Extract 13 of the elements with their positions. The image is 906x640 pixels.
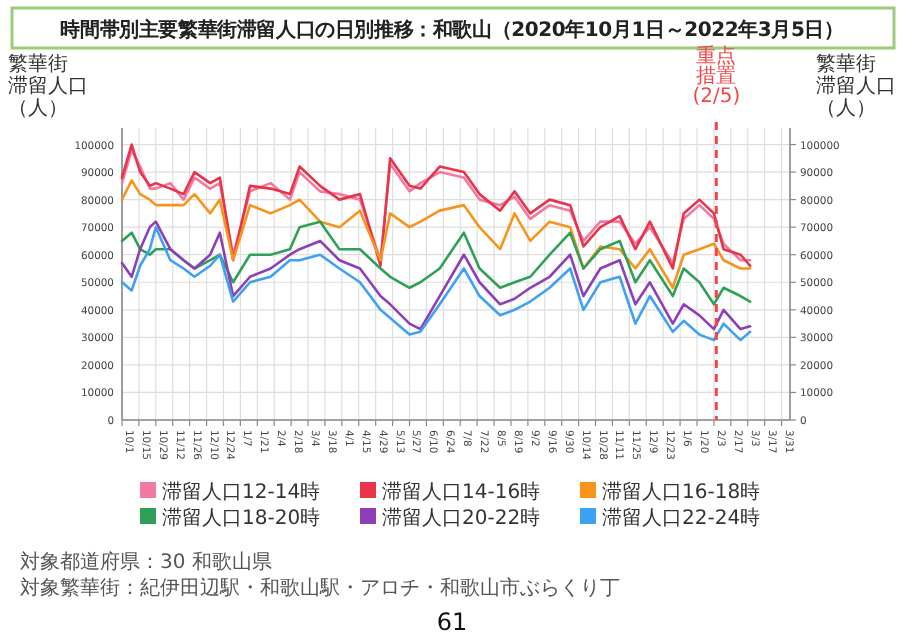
text: 61 [436, 608, 468, 636]
chart-title: 時間帯別主要繁華街滞留人口の日別推移：和歌山（2020年10月1日～2022年3月5日） [60, 18, 844, 42]
y2-axis-title: 繁華街滞留人口（人） [816, 52, 896, 120]
legend-label: 滞留人口22-24時 [602, 506, 761, 530]
text: 対象繁華街：紀伊田辺駅・和歌山駅・アロチ・和歌山市ぶらくり丁 [20, 576, 620, 600]
legend-label: 滞留人口20-22時 [382, 506, 541, 530]
ref-line-label: 重点措置(2/5) [692, 44, 741, 108]
text: 対象都道府県：30 和歌山県 [20, 550, 272, 574]
legend-label: 滞留人口14-16時 [382, 480, 541, 504]
y-axis-title: 繁華街滞留人口（人） [8, 52, 88, 120]
legend-label: 滞留人口12-14時 [162, 480, 321, 504]
legend-label: 滞留人口16-18時 [602, 480, 761, 504]
legend-label: 滞留人口18-20時 [162, 506, 321, 530]
